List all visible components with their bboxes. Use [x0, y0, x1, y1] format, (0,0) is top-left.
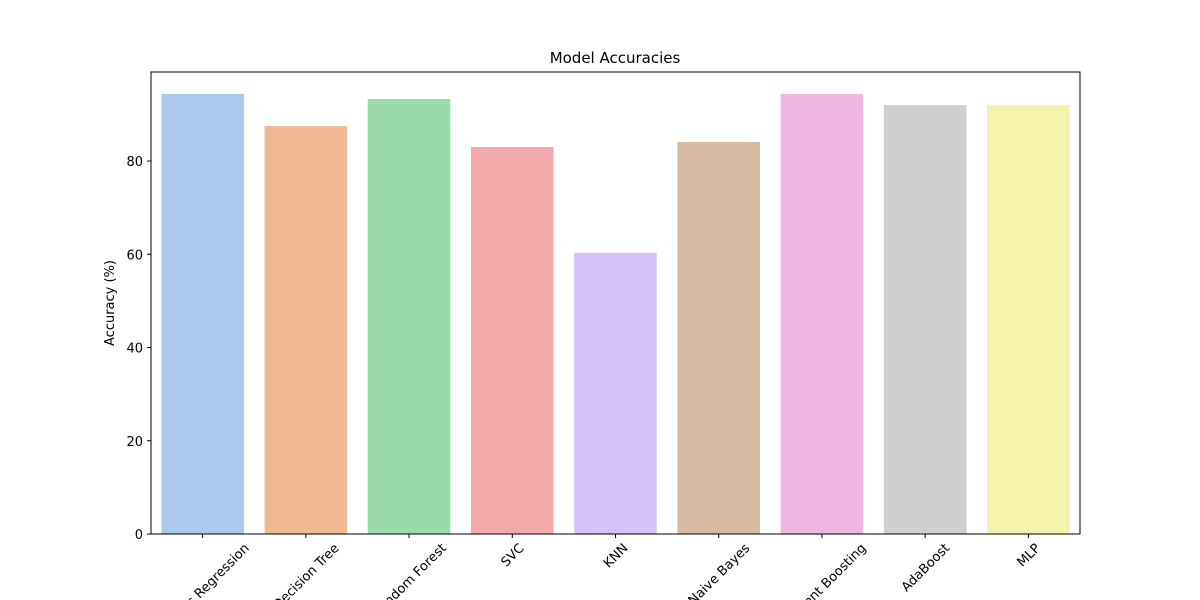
bar — [574, 252, 657, 534]
y-tick-label: 60 — [126, 248, 143, 263]
y-tick-label: 80 — [126, 155, 143, 170]
bar — [161, 93, 244, 535]
plot-frame — [150, 71, 1081, 535]
y-axis-label: Accuracy (%) — [103, 260, 118, 346]
y-tick-label: 20 — [126, 435, 143, 450]
bar — [470, 147, 554, 535]
bar — [264, 126, 348, 534]
bar — [367, 99, 451, 534]
bar — [780, 93, 864, 535]
bar — [883, 105, 967, 534]
chart-title: Model Accuracies — [550, 49, 681, 67]
y-tick-label: 0 — [135, 528, 143, 543]
y-tick-label: 40 — [126, 342, 143, 357]
bar — [987, 105, 1070, 534]
bar — [677, 141, 761, 534]
